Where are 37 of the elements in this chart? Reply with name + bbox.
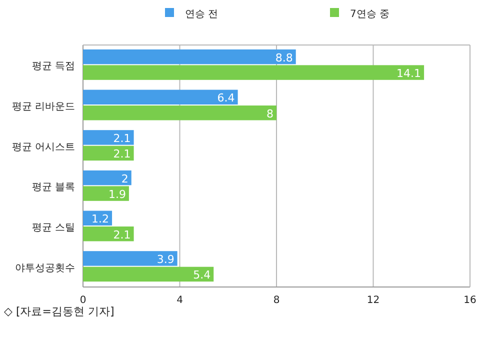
data-label: 2.1 [113, 148, 131, 161]
x-tick-label: 0 [80, 295, 86, 306]
bar [83, 251, 178, 266]
y-tick-label: 평균 어시스트 [12, 142, 75, 153]
text: ◇ [자료=김동현 기자] [4, 305, 114, 318]
data-label: 14.1 [396, 67, 422, 80]
y-tick-label: 평균 스틸 [32, 222, 75, 234]
bar [83, 226, 134, 242]
bar [83, 90, 238, 104]
x-tick-label: 4 [176, 295, 183, 306]
y-tick-label: 평균 득점 [32, 61, 75, 72]
data-label: 1.9 [108, 188, 126, 202]
data-label: 8 [266, 107, 274, 120]
x-tick-label: 12 [366, 295, 380, 306]
bar [83, 170, 132, 186]
data-label: 1.2 [92, 212, 110, 226]
data-label: 2.1 [113, 228, 131, 242]
bar [83, 49, 296, 64]
data-label: 8.8 [275, 51, 293, 64]
data-label: 2.1 [113, 132, 131, 145]
bar [83, 186, 129, 201]
x-tick-label: 8 [273, 295, 280, 306]
data-label: 6.4 [217, 92, 235, 105]
legend-label: 연승 전 [185, 9, 218, 20]
legend-label: 7연승 중 [350, 9, 390, 20]
y-tick-label: 야투성공횟수 [15, 262, 75, 274]
y-tick-label: 평균 리바운드 [12, 102, 75, 112]
data-label: 2 [121, 172, 128, 186]
bar [83, 146, 134, 161]
bar [83, 65, 424, 80]
bar [83, 266, 214, 282]
data-label: 3.9 [156, 252, 174, 266]
bar [83, 130, 134, 145]
bar [83, 106, 276, 120]
x-tick-label: 16 [464, 295, 476, 306]
y-tick-label: 평균 블록 [32, 182, 75, 194]
data-label: 5.4 [193, 268, 211, 282]
